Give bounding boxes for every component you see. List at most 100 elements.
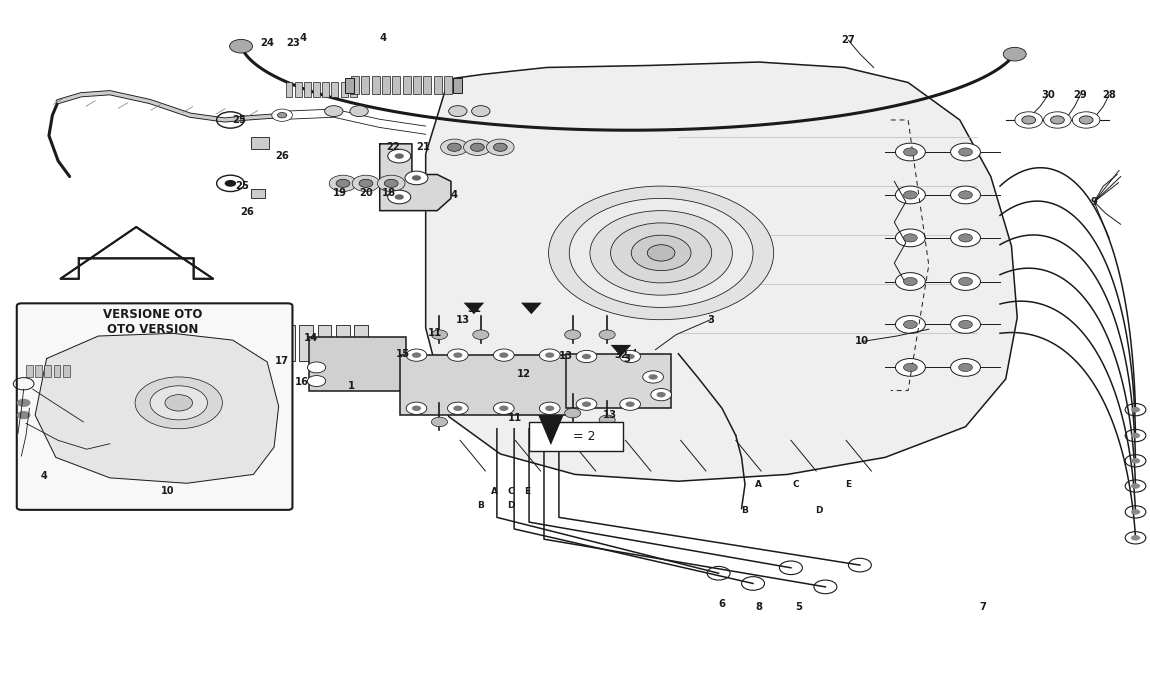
Bar: [529, 422, 623, 451]
Circle shape: [405, 171, 428, 184]
Text: 32: 32: [614, 350, 628, 360]
Circle shape: [440, 139, 468, 156]
Circle shape: [643, 371, 664, 383]
Bar: [434, 76, 442, 94]
Circle shape: [1015, 112, 1043, 128]
Text: 9: 9: [1090, 197, 1097, 207]
Circle shape: [447, 349, 468, 361]
Circle shape: [431, 417, 447, 427]
Circle shape: [959, 191, 973, 199]
Circle shape: [626, 402, 635, 407]
Bar: [304, 83, 310, 98]
Bar: [423, 76, 431, 94]
Circle shape: [493, 402, 514, 415]
Circle shape: [545, 406, 554, 411]
Circle shape: [150, 386, 207, 420]
Text: 11: 11: [508, 413, 522, 423]
Circle shape: [951, 273, 981, 290]
Circle shape: [1079, 116, 1092, 124]
Text: 4: 4: [380, 33, 386, 43]
Circle shape: [1130, 535, 1140, 540]
Bar: [299, 325, 313, 361]
Text: VERSIONE OTO: VERSIONE OTO: [102, 308, 202, 321]
Circle shape: [271, 109, 292, 122]
Circle shape: [336, 179, 350, 187]
Circle shape: [388, 190, 411, 204]
Polygon shape: [426, 62, 1018, 482]
Circle shape: [959, 277, 973, 285]
Text: 3: 3: [707, 315, 714, 324]
Circle shape: [1051, 116, 1064, 124]
Bar: [322, 83, 329, 98]
Circle shape: [1130, 484, 1140, 489]
Circle shape: [626, 354, 635, 359]
Circle shape: [447, 402, 468, 415]
Circle shape: [904, 191, 918, 199]
Circle shape: [620, 350, 641, 363]
Circle shape: [470, 143, 484, 152]
Circle shape: [951, 143, 981, 161]
Circle shape: [486, 139, 514, 156]
Circle shape: [582, 354, 591, 359]
Circle shape: [412, 352, 421, 358]
Text: E: E: [523, 487, 530, 496]
Bar: [63, 365, 70, 377]
Bar: [444, 76, 452, 94]
Circle shape: [1130, 509, 1140, 514]
Text: 26: 26: [240, 207, 254, 217]
Circle shape: [657, 392, 666, 398]
Polygon shape: [611, 345, 631, 357]
Circle shape: [631, 235, 691, 270]
Bar: [354, 325, 368, 361]
Bar: [345, 78, 354, 93]
Text: C: C: [792, 480, 799, 489]
Bar: [392, 76, 400, 94]
Circle shape: [896, 273, 926, 290]
Circle shape: [307, 362, 325, 373]
Text: 28: 28: [1102, 89, 1116, 100]
Circle shape: [599, 330, 615, 339]
Text: 31: 31: [467, 304, 481, 313]
Circle shape: [576, 398, 597, 410]
Bar: [45, 365, 52, 377]
Text: 8: 8: [756, 602, 762, 613]
Circle shape: [539, 402, 560, 415]
Circle shape: [611, 223, 712, 283]
Text: 25: 25: [232, 115, 246, 125]
Circle shape: [959, 148, 973, 156]
Text: 4: 4: [451, 190, 458, 200]
Bar: [251, 189, 264, 198]
Text: 12: 12: [516, 370, 530, 379]
Text: 25: 25: [235, 181, 248, 191]
Circle shape: [453, 406, 462, 411]
Circle shape: [463, 139, 491, 156]
Text: 4: 4: [299, 33, 306, 43]
Text: B: B: [742, 506, 749, 515]
Circle shape: [493, 349, 514, 361]
Text: 15: 15: [396, 349, 409, 359]
Circle shape: [896, 186, 926, 204]
Bar: [382, 76, 390, 94]
Circle shape: [1022, 116, 1036, 124]
Text: 3: 3: [623, 354, 630, 363]
Text: 17: 17: [275, 356, 289, 365]
Circle shape: [377, 175, 405, 191]
Circle shape: [951, 229, 981, 247]
Circle shape: [135, 377, 222, 429]
Text: 13: 13: [455, 315, 469, 324]
Polygon shape: [538, 415, 564, 445]
Circle shape: [904, 277, 918, 285]
Text: 27: 27: [842, 36, 856, 45]
Bar: [413, 76, 421, 94]
Circle shape: [565, 408, 581, 418]
Circle shape: [324, 106, 343, 117]
Circle shape: [539, 349, 560, 361]
Circle shape: [896, 143, 926, 161]
Text: 29: 29: [1073, 89, 1087, 100]
Circle shape: [569, 198, 753, 307]
Circle shape: [576, 350, 597, 363]
Circle shape: [472, 106, 490, 117]
Circle shape: [17, 411, 31, 419]
Circle shape: [406, 349, 427, 361]
Circle shape: [473, 330, 489, 339]
